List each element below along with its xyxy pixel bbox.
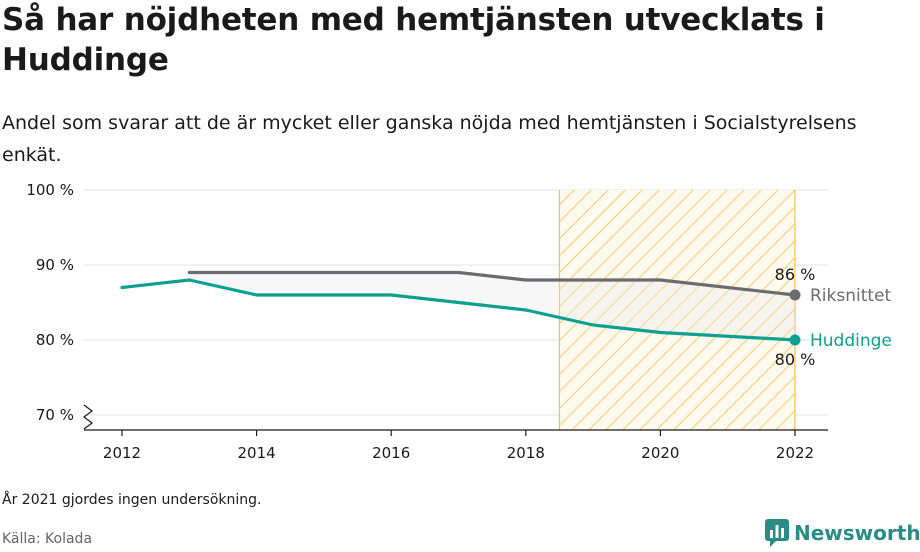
series-end-point bbox=[789, 289, 801, 301]
x-tick-label: 2020 bbox=[641, 444, 679, 462]
chart-source: Källa: Kolada bbox=[2, 531, 93, 547]
y-tick-label: 80 % bbox=[36, 331, 74, 349]
chart-subtitle: Andel som svarar att de är mycket eller … bbox=[2, 112, 857, 166]
y-tick-label: 100 % bbox=[26, 181, 74, 199]
series-line-huddinge bbox=[120, 278, 797, 342]
brand-logo[interactable]: Newsworthy bbox=[764, 518, 920, 548]
shaded-region-fill bbox=[559, 190, 795, 430]
y-tick-label: 70 % bbox=[36, 406, 74, 424]
chart-note: År 2021 gjordes ingen undersökning. bbox=[2, 492, 262, 508]
end-value-label: 80 % bbox=[775, 350, 816, 369]
x-tick-label: 2018 bbox=[507, 444, 545, 462]
x-tick-label: 2016 bbox=[372, 444, 410, 462]
line-chart: 70 % 80 % 90 % 100 % 2012 2014 2016 2018 2020 202… bbox=[26, 181, 892, 462]
x-tick-label: 2022 bbox=[776, 444, 814, 462]
axis-break-marker bbox=[83, 404, 93, 430]
series-name-label: Huddinge bbox=[810, 331, 892, 351]
no-survey-shaded-region bbox=[558, 190, 796, 430]
brand-name: Newsworthy bbox=[794, 521, 920, 545]
end-value-label: 86 % bbox=[775, 265, 816, 284]
y-tick-label: 90 % bbox=[36, 256, 74, 274]
axes bbox=[83, 404, 828, 436]
series-line-riksnittet bbox=[187, 270, 797, 297]
labels: 70 % 80 % 90 % 100 % 2012 2014 2016 2018 2020 202… bbox=[26, 181, 892, 462]
series-lines bbox=[120, 270, 801, 346]
chart-title: Så har nöjdheten med hemtjänsten utveckl… bbox=[2, 2, 825, 78]
series-name-label: Riksnittet bbox=[810, 286, 892, 306]
x-tick-label: 2014 bbox=[238, 444, 276, 462]
x-tick-label: 2012 bbox=[103, 444, 141, 462]
newsworthy-logo-icon bbox=[765, 519, 789, 547]
series-end-point bbox=[789, 334, 801, 346]
